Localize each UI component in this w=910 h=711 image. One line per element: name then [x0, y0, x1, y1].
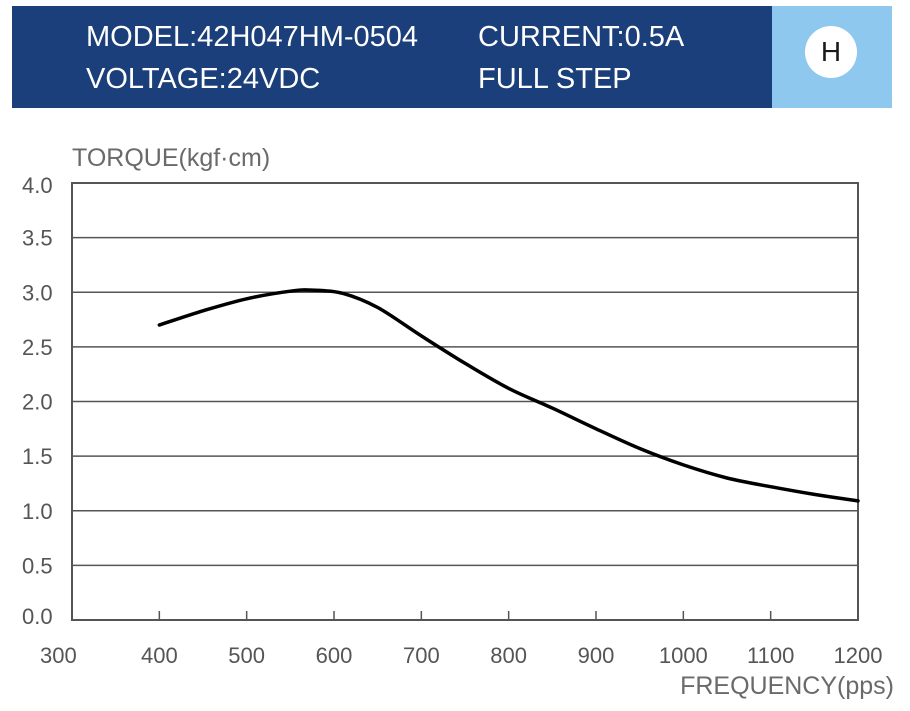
x-tick-label: 900 [578, 643, 615, 668]
x-tick-label: 500 [228, 643, 265, 668]
series-badge: H [805, 26, 857, 78]
y-tick-label: 3.5 [22, 226, 53, 251]
x-axis-title: FREQUENCY(pps) [680, 672, 894, 700]
model-label: MODEL:42H047HM-0504 [86, 21, 419, 53]
x-tick-label: 300 [40, 643, 77, 668]
step-mode-label: FULL STEP [478, 63, 632, 95]
y-tick-label: 0.5 [22, 553, 53, 578]
header-banner: MODEL:42H047HM-0504 CURRENT:0.5A VOLTAGE… [12, 6, 772, 108]
y-axis-title: TORQUE(kgf·cm) [72, 144, 270, 172]
badge-panel: H [772, 6, 892, 108]
y-tick-labels: 4.0 3.5 3.0 2.5 2.0 1.5 1.0 0.5 0.0 [22, 173, 53, 629]
x-tick-label: 1000 [659, 643, 708, 668]
plot-frame [71, 182, 859, 621]
torque-curve [157, 288, 860, 503]
x-tick-label: 600 [316, 643, 353, 668]
x-tick-label: 1200 [834, 643, 883, 668]
y-tick-label: 0.0 [22, 604, 53, 629]
y-tick-label: 4.0 [22, 173, 53, 198]
voltage-label: VOLTAGE:24VDC [86, 63, 321, 95]
x-tick-label: 800 [490, 643, 527, 668]
x-tick-marks [158, 611, 772, 620]
x-tick-labels: 300 400 500 600 700 800 900 1000 1100 1200 [40, 643, 882, 668]
current-label: CURRENT:0.5A [478, 21, 685, 53]
x-tick-label: 400 [141, 643, 178, 668]
x-tick-label: 1100 [747, 643, 794, 668]
y-tick-label: 1.0 [22, 499, 53, 524]
y-tick-label: 2.0 [22, 390, 53, 415]
grid-lines [72, 236, 858, 567]
y-tick-label: 3.0 [22, 280, 53, 305]
x-tick-label: 700 [403, 643, 440, 668]
y-tick-label: 1.5 [22, 444, 53, 469]
y-tick-label: 2.5 [22, 335, 53, 360]
